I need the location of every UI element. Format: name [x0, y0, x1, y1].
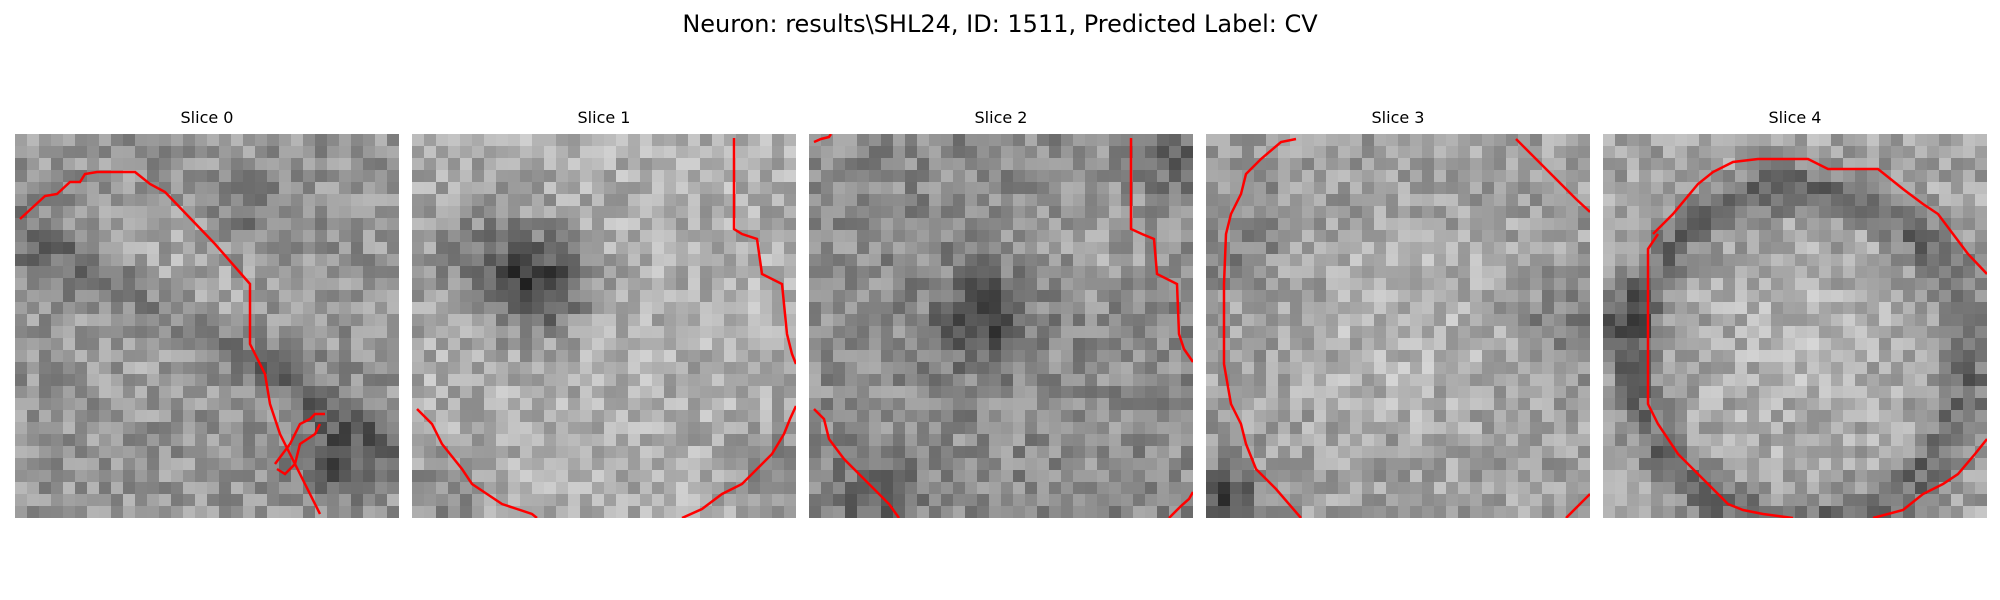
contour-line — [1129, 138, 1193, 363]
contour-line — [416, 408, 538, 518]
contour-line — [1872, 438, 1987, 518]
pixel-grid — [809, 134, 1193, 518]
contour-line — [276, 423, 322, 476]
pixel-grid — [1206, 134, 1590, 518]
pixel-grid — [15, 134, 399, 518]
contour-line — [813, 408, 901, 518]
slice-image-0 — [15, 134, 399, 518]
slice-title: Slice 0 — [180, 108, 234, 127]
contour-line — [1515, 138, 1590, 213]
contour-line — [1168, 491, 1193, 518]
slice-image-2 — [809, 134, 1193, 518]
contour-line — [681, 405, 796, 518]
slice-title: Slice 1 — [577, 108, 631, 127]
contour-line — [1565, 493, 1590, 518]
contour-line — [732, 138, 796, 365]
slice-image-3 — [1206, 134, 1590, 518]
contour-line — [813, 134, 833, 144]
slice-title: Slice 2 — [974, 108, 1028, 127]
slice-image-4 — [1603, 134, 1987, 518]
contour-line — [1652, 157, 1987, 275]
contour-line — [274, 412, 325, 465]
slice-title: Slice 4 — [1768, 108, 1822, 127]
slice-image-1 — [412, 134, 796, 518]
slice-title: Slice 3 — [1371, 108, 1425, 127]
contour-line — [19, 170, 322, 515]
pixel-grid — [412, 134, 796, 518]
pixel-grid — [1603, 134, 1987, 518]
contour-line — [1646, 233, 1794, 518]
contour-line — [1222, 137, 1302, 518]
figure-title: Neuron: results\SHL24, ID: 1511, Predict… — [682, 10, 1318, 38]
